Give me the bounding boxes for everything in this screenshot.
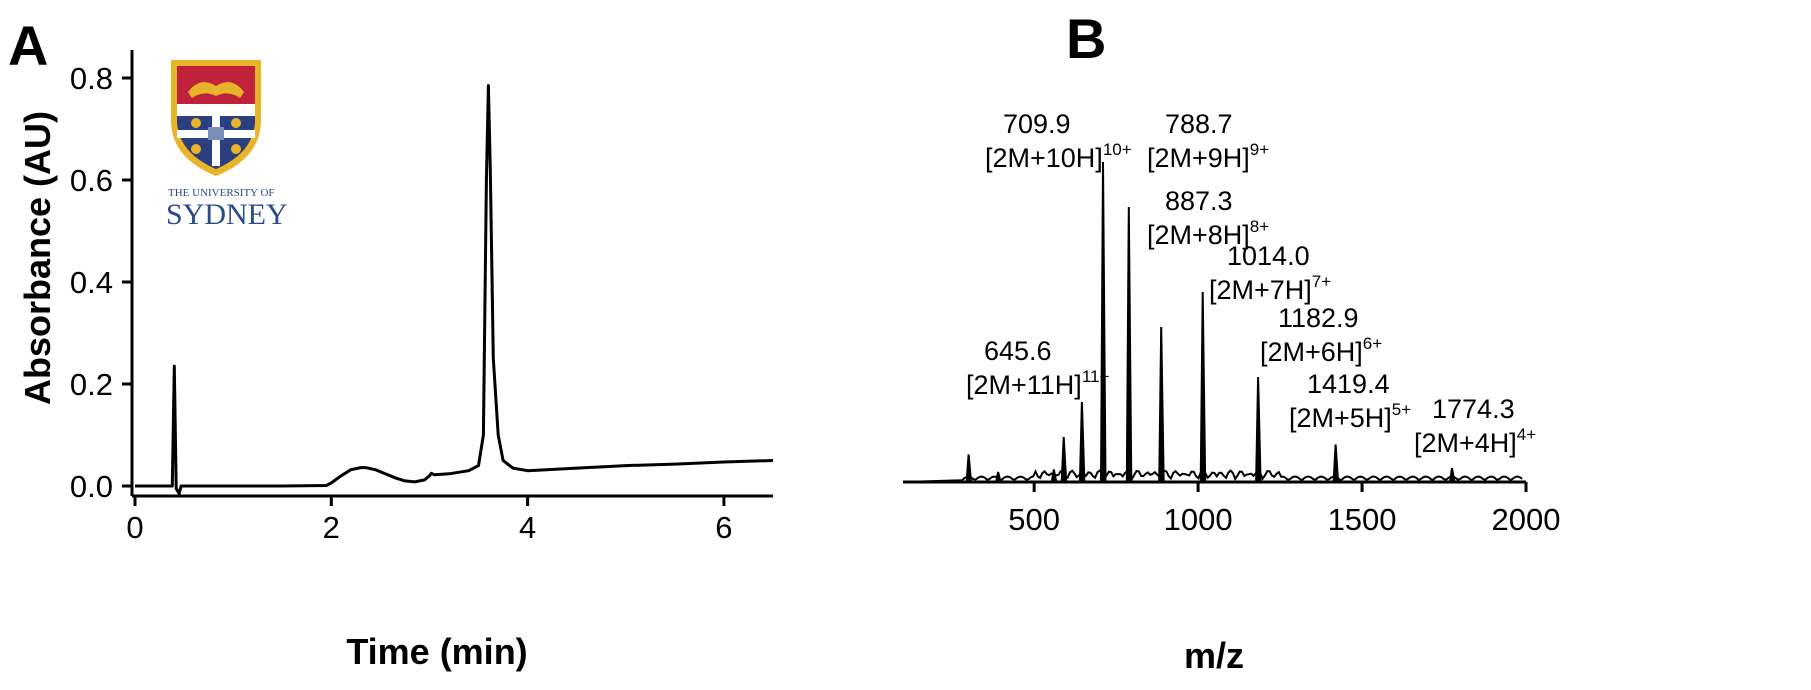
chart-b-x-tick-label: 1000 [1164,502,1233,537]
chart-b-x-tick-label: 500 [1008,502,1060,537]
chart-b-plot [902,161,1523,483]
chart-b-peak [1448,467,1456,483]
chart-b-peak [1099,161,1107,483]
chart-b-peak-ion-label: [2M+7H]7+ [1209,272,1331,305]
chart-b-peak [1199,291,1207,483]
chart-a-x-tick-label: 4 [519,510,536,545]
chart-b-peak-ion-label: [2M+8H]8+ [1147,217,1269,250]
chart-b-peak-mz-label: 1014.0 [1227,241,1310,271]
chart-b-x-tick-label: 1500 [1328,502,1397,537]
chart-b-peak-mz-label: 1182.9 [1278,303,1359,333]
chart-a-x-tick-label: 6 [715,510,732,545]
chart-b-peak [1060,436,1068,483]
chart-b-peak-charge-label: 5+ [1392,400,1411,419]
chart-b-peak-charge-label: 10+ [1103,140,1132,159]
star-icon [191,144,201,154]
chart-b-peak-mz-label: 1419.4 [1307,369,1390,399]
chart-a-x-tick-label: 2 [323,510,340,545]
chart-b-peak-ion-label: [2M+9H]9+ [1147,140,1269,173]
university-logo: THE UNIVERSITY OF SYDNEY [166,60,288,231]
chart-b-x-tick-label: 2000 [1492,502,1561,537]
chart-b-peak-mz-label: 709.9 [1003,109,1071,139]
chart-a-series-line [135,84,774,496]
chart-a-y-tick-label: 0.4 [70,265,113,300]
chart-b-axes: 500 1000 1500 2000 [903,480,1561,537]
chart-b-peak-charge-label: 8+ [1250,217,1269,236]
chart-b-peak-mz-label: 645.6 [984,336,1052,366]
chart-b-peak [965,454,973,483]
chart-a-axes: 0.0 0.2 0.4 0.6 0.8 0 2 4 6 [70,50,773,545]
panel-label-b: B [1066,7,1106,70]
chart-a-y-tick-label: 0.0 [70,469,113,504]
logo-text-line1: THE UNIVERSITY OF [168,187,275,199]
chart-b-peak-charge-label: 6+ [1363,334,1382,353]
chart-b-peak [994,471,1002,483]
chart-b-peak-charge-label: 7+ [1312,272,1331,291]
chart-b-peak-ion-label: [2M+11H]11+ [966,367,1109,400]
panel-label-a: A [8,14,48,77]
chart-b-peak-mz-label: 1774.3 [1432,394,1515,424]
chart-b-peak-ion-label: [2M+5H]5+ [1289,400,1411,433]
chart-b-peak-ion-label: [2M+4H]4+ [1414,425,1536,458]
chart-b-peak [1255,376,1262,483]
chart-b-peak [1078,401,1086,483]
chart-b-x-axis-title: m/z [1184,635,1244,676]
star-icon [231,144,241,154]
chart-b-peak [1158,326,1165,483]
chart-a-x-axis-title: Time (min) [346,631,527,672]
star-icon [191,118,201,128]
chart-b-peak-mz-label: 788.7 [1165,109,1233,139]
chart-a-y-tick-label: 0.8 [70,61,113,96]
chart-b-peak [1050,469,1058,483]
chart-b-peak [1125,206,1133,483]
chart-a-y-tick-label: 0.6 [70,163,113,198]
chart-b-peak-charge-label: 9+ [1250,140,1269,159]
chart-b-peak [1332,444,1340,483]
star-icon [231,118,241,128]
logo-text-line2: SYDNEY [166,198,288,231]
chart-a-y-tick-label: 0.2 [70,367,113,402]
chart-b-peak-mz-label: 887.3 [1165,186,1233,216]
chart-b-peak-ion-label: [2M+10H]10+ [985,140,1132,173]
chart-a-x-tick-label: 0 [126,510,143,545]
chart-b-peak-ion-label: [2M+6H]6+ [1260,334,1382,367]
book-icon [208,127,224,140]
lion-icon [188,82,244,98]
chart-a-y-axis-title: Absorbance (AU) [17,111,58,405]
chart-b-annotations: 645.6[2M+11H]11+709.9[2M+10H]10+788.7[2M… [966,109,1536,458]
chart-b-peak-charge-label: 4+ [1517,425,1536,444]
chart-b-peak-charge-label: 11+ [1082,367,1110,386]
chart-a-plot [135,84,774,496]
